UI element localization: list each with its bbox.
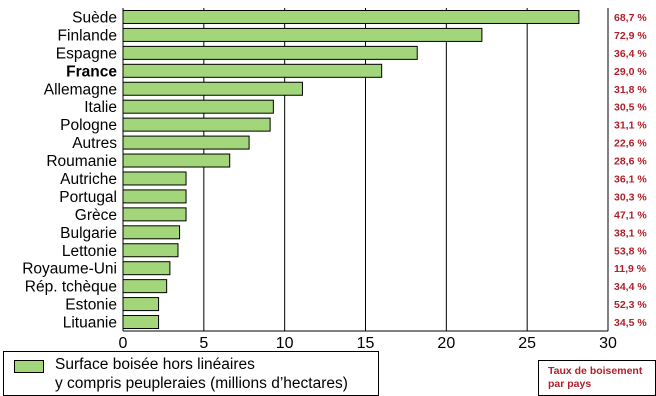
rate-label: 72,9 % <box>614 30 647 42</box>
rate-legend-label: Taux de boisement par pays <box>548 365 643 390</box>
category-label: Lettonie <box>62 243 117 260</box>
bar <box>122 9 580 24</box>
rate-label: 53,8 % <box>614 245 647 257</box>
rate-legend: Taux de boisement par pays <box>538 360 656 396</box>
bar <box>122 81 303 96</box>
category-label: Estonie <box>65 297 117 314</box>
rate-label: 34,5 % <box>614 317 647 329</box>
x-tick-label: 25 <box>518 335 536 352</box>
bar <box>122 297 160 312</box>
rate-label: 28,6 % <box>614 156 647 168</box>
x-tick-label: 20 <box>437 335 455 352</box>
category-label: Royaume-Uni <box>22 261 117 278</box>
rate-label: 30,3 % <box>614 191 647 203</box>
x-tick-label: 5 <box>199 335 208 352</box>
category-label: Suède <box>72 9 117 26</box>
bar <box>122 207 187 222</box>
bar <box>122 135 250 150</box>
rate-label: 36,4 % <box>614 48 647 60</box>
rate-label: 38,1 % <box>614 227 647 239</box>
category-label: Espagne <box>56 45 117 62</box>
bar <box>122 153 231 168</box>
x-tick-label: 10 <box>276 335 294 352</box>
rate-label: 11,9 % <box>614 263 647 275</box>
bar <box>122 189 187 204</box>
legend-swatch <box>14 360 44 373</box>
category-label: Autres <box>72 135 117 152</box>
bar <box>122 27 483 42</box>
rate-label: 31,1 % <box>614 120 647 132</box>
category-label: Bulgarie <box>60 225 117 242</box>
rate-label: 22,6 % <box>614 138 647 150</box>
category-label: Italie <box>84 99 117 116</box>
bar <box>122 243 179 258</box>
bar <box>122 117 271 132</box>
rate-label: 36,1 % <box>614 173 647 185</box>
bar-chart: 0 5 10 15 20 25 30 Suède 68,7 % Finlande 72,9 % Esp… <box>22 8 647 352</box>
bar <box>122 99 274 114</box>
category-label: Allemagne <box>44 81 117 98</box>
bar <box>122 225 181 240</box>
bar <box>122 279 168 294</box>
x-tick-label: 0 <box>119 335 128 352</box>
rate-label: 52,3 % <box>614 299 647 311</box>
category-label: Lituanie <box>63 315 117 332</box>
rate-label: 30,5 % <box>614 102 647 114</box>
category-label: Autriche <box>60 171 117 188</box>
bar <box>122 63 383 78</box>
category-label: Pologne <box>60 117 117 134</box>
bar <box>122 171 187 186</box>
category-label: Portugal <box>59 189 117 206</box>
category-label: Roumanie <box>46 153 117 170</box>
rate-label: 29,0 % <box>614 66 647 78</box>
bar <box>122 45 418 60</box>
bar <box>122 261 171 276</box>
x-tick-label: 30 <box>599 335 617 352</box>
rate-label: 68,7 % <box>614 12 647 24</box>
legend: Surface boisée hors linéaires y compris … <box>3 351 379 396</box>
category-label: Grèce <box>75 207 117 224</box>
category-label: Finlande <box>58 27 117 44</box>
x-tick-label: 15 <box>357 335 375 352</box>
legend-series-label: Surface boisée hors linéaires y compris … <box>55 356 348 392</box>
bar <box>122 315 160 330</box>
rate-label: 31,8 % <box>614 84 647 96</box>
rate-label: 47,1 % <box>614 209 647 221</box>
category-label: Rép. tchèque <box>25 279 117 296</box>
rate-label: 34,4 % <box>614 281 647 293</box>
category-label: France <box>66 63 117 80</box>
